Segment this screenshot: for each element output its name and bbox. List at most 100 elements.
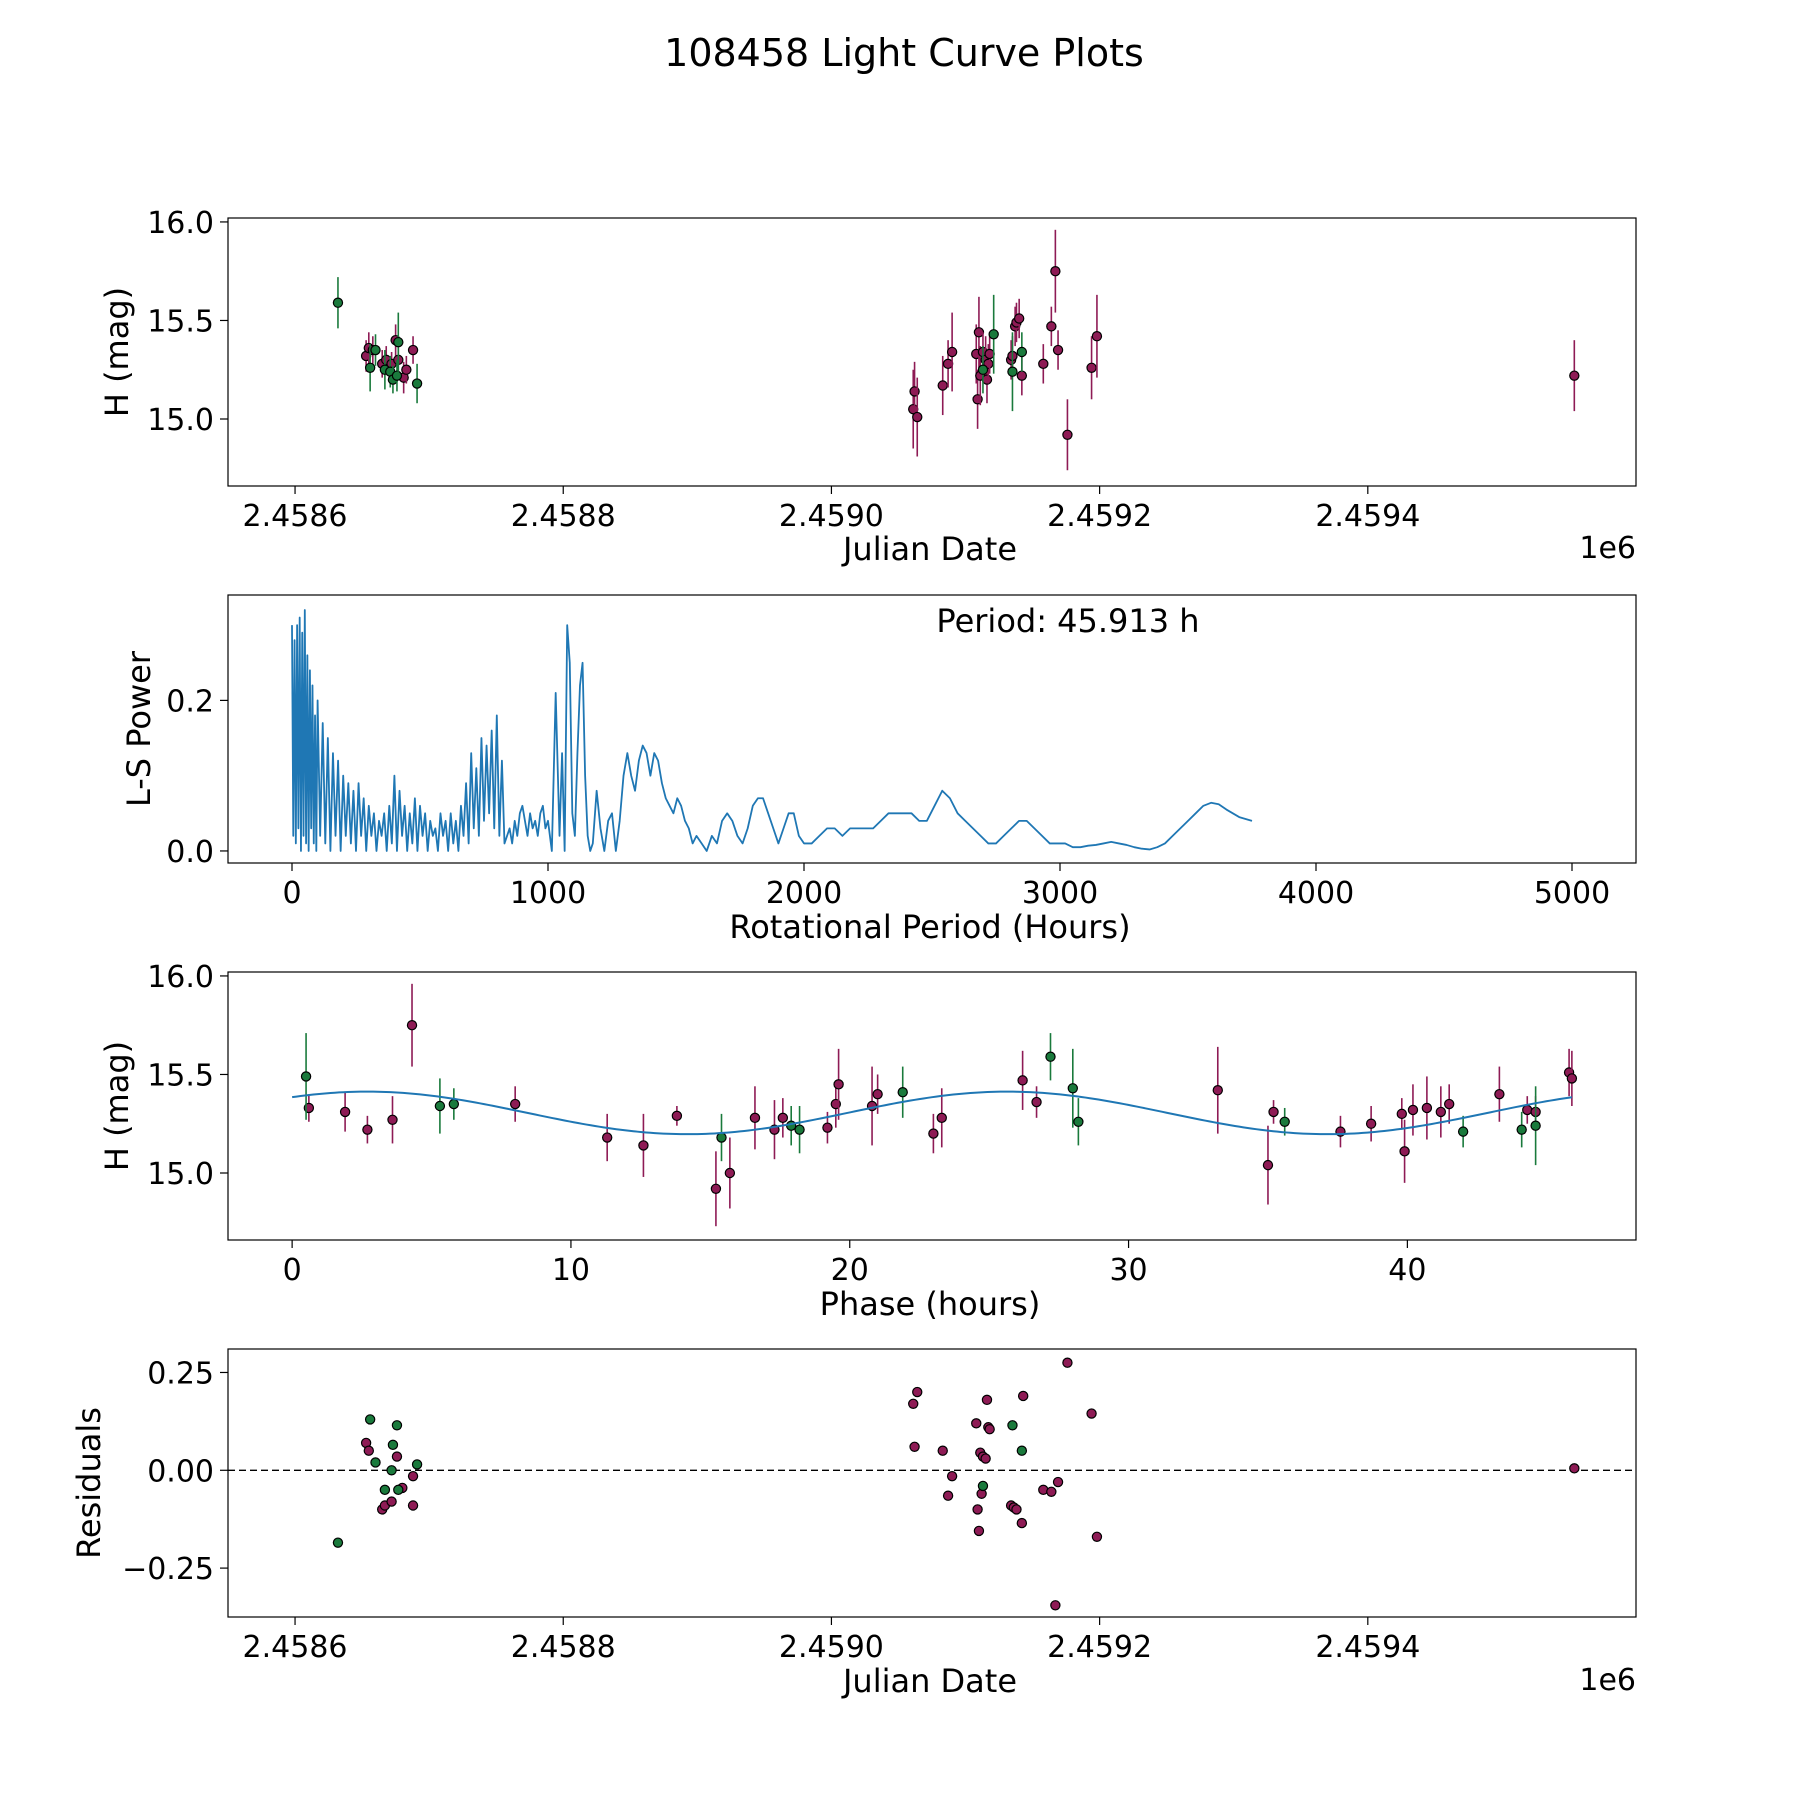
- phase-folded-point-magenta: [777, 1112, 789, 1124]
- residuals-marks: [228, 1357, 1636, 1611]
- phase-folded-point-magenta: [362, 1124, 373, 1135]
- residuals-point-magenta: [942, 1490, 954, 1501]
- light-curve-point-magenta: [973, 327, 985, 338]
- phase-folded-point-magenta: [1407, 1104, 1419, 1116]
- phase-folded-point-magenta: [1399, 1146, 1410, 1157]
- phase-folded-point-green: [716, 1132, 727, 1143]
- phase-folded-point-magenta: [872, 1088, 883, 1100]
- phase-folded-point-green: [1516, 1124, 1527, 1135]
- phase-folded-panel: 0 10 20 30 40 15.0 15.5 16.0 Phase (hours) H (m…: [98, 960, 1637, 1323]
- light-curve-xtick-label: 2.4588: [511, 499, 616, 534]
- residuals-xtick-label: 2.4592: [1047, 1630, 1152, 1665]
- light-curve-point-green: [977, 364, 989, 375]
- phase-folded-point-green: [1530, 1120, 1541, 1131]
- light-curve-xlabel: Julian Date: [841, 530, 1017, 568]
- residuals-ytick-label: −0.25: [122, 1552, 214, 1587]
- phase-fit-curve: [291, 1090, 1573, 1136]
- phase-folded-point-magenta: [1435, 1106, 1447, 1118]
- residuals-ytick-label: 0.00: [147, 1454, 214, 1489]
- light-curve-point-magenta: [937, 380, 948, 391]
- residuals-point-magenta: [386, 1496, 397, 1507]
- light-curve-point-magenta: [401, 364, 412, 375]
- phase-folded-ytick-label: 15.0: [147, 1157, 214, 1192]
- phase-folded-point-magenta: [387, 1114, 398, 1125]
- phase-folded-ylabel: H (mag): [98, 1041, 136, 1171]
- light-curve-xtick-label: 2.4586: [243, 499, 348, 534]
- light-curve-point-magenta: [1050, 266, 1061, 277]
- residuals-point-magenta: [981, 1394, 993, 1406]
- residuals-point-magenta: [1046, 1486, 1057, 1498]
- figure-title: 108458 Light Curve Plots: [664, 31, 1144, 75]
- light-curve-xtick-label: 2.4592: [1047, 499, 1152, 534]
- light-curve-point-magenta: [1091, 331, 1103, 342]
- phase-folded-point-magenta: [710, 1183, 722, 1194]
- light-curve-point-magenta: [912, 411, 923, 423]
- residuals-point-magenta: [1011, 1504, 1022, 1515]
- residuals-ylabel: Residuals: [70, 1407, 108, 1559]
- light-curve-point-magenta: [1569, 370, 1580, 381]
- phase-folded-point-magenta: [1566, 1073, 1578, 1084]
- residuals-point-magenta: [909, 1441, 920, 1453]
- residuals-point-magenta: [1050, 1600, 1061, 1611]
- phase-folded-point-magenta: [1443, 1098, 1455, 1110]
- periodogram-xtick-label: 2000: [766, 876, 842, 911]
- light-curve-marks: [332, 229, 1580, 471]
- residuals-point-magenta: [363, 1445, 374, 1456]
- residuals-point-magenta: [1086, 1408, 1097, 1419]
- light-curve-point-green: [988, 329, 999, 340]
- light-curve-point-magenta: [1013, 313, 1025, 324]
- period-annotation: Period: 45.913 h: [936, 602, 1199, 640]
- light-curve-point-magenta: [942, 358, 954, 370]
- phase-folded-point-green: [1045, 1051, 1056, 1062]
- phase-folded-point-magenta: [1396, 1108, 1407, 1120]
- phase-folded-xtick-label: 20: [831, 1253, 869, 1288]
- light-curve-axes-frame: [227, 217, 1637, 487]
- residuals-point-magenta: [391, 1451, 403, 1462]
- residuals-xtick-label: 2.4590: [779, 1630, 884, 1665]
- residuals-point-green: [370, 1457, 381, 1468]
- periodogram-xtick-label: 1000: [510, 876, 586, 911]
- light-curve-point-magenta: [407, 344, 419, 356]
- residuals-xtick-label: 2.4586: [243, 1630, 348, 1665]
- periodogram-xlabel: Rotational Period (Hours): [729, 908, 1130, 946]
- periodogram-xtick-label: 0: [282, 876, 301, 911]
- residuals-axes-frame: [227, 1348, 1637, 1618]
- residuals-point-magenta: [1017, 1390, 1029, 1402]
- residuals-point-magenta: [972, 1504, 983, 1515]
- residuals-point-green: [393, 1484, 404, 1496]
- residuals-point-green: [387, 1439, 399, 1451]
- periodogram-ticks: 0 1000 2000 3000 4000 5000 0.0 0.2: [166, 684, 1610, 911]
- phase-folded-xtick-label: 0: [283, 1253, 302, 1288]
- residuals-point-magenta: [971, 1418, 982, 1429]
- periodogram-ytick-label: 0.0: [166, 835, 214, 870]
- light-curve-ylabel: H (mag): [98, 287, 136, 417]
- residuals-point-magenta: [407, 1500, 419, 1511]
- phase-folded-point-green: [1073, 1116, 1084, 1127]
- periodogram-marks: [291, 609, 1253, 852]
- periodogram-panel: 0 1000 2000 3000 4000 5000 0.0 0.2 Rotational P…: [120, 594, 1637, 946]
- residuals-point-magenta: [908, 1398, 919, 1409]
- residuals-point-green: [379, 1484, 391, 1496]
- phase-folded-point-magenta: [1268, 1106, 1279, 1118]
- phase-folded-point-magenta: [1017, 1075, 1028, 1086]
- light-curve-point-magenta: [946, 346, 958, 358]
- residuals-point-green: [1016, 1445, 1028, 1456]
- phase-folded-point-magenta: [406, 1020, 418, 1031]
- light-curve-point-green: [411, 378, 423, 389]
- phase-folded-point-magenta: [749, 1112, 761, 1124]
- residuals-point-magenta: [1091, 1531, 1103, 1542]
- light-curve-x-offset: 1e6: [1579, 531, 1636, 566]
- light-curve-point-green: [364, 362, 376, 373]
- phase-folded-ytick-label: 15.5: [147, 1058, 214, 1093]
- light-curve-ytick-label: 15.0: [147, 403, 214, 438]
- light-curve-point-green: [1007, 366, 1018, 377]
- light-curve-xtick-label: 2.4590: [779, 499, 884, 534]
- residuals-point-magenta: [407, 1470, 419, 1482]
- light-curve-panel: 2.4586 2.4588 2.4590 2.4592 2.4594 15.0 15.5 16…: [98, 206, 1637, 568]
- phase-folded-point-magenta: [601, 1132, 613, 1143]
- phase-folded-point-green: [448, 1098, 460, 1110]
- periodogram-xtick-label: 3000: [1022, 876, 1098, 911]
- residuals-point-magenta: [937, 1445, 948, 1456]
- residuals-point-green: [386, 1465, 397, 1476]
